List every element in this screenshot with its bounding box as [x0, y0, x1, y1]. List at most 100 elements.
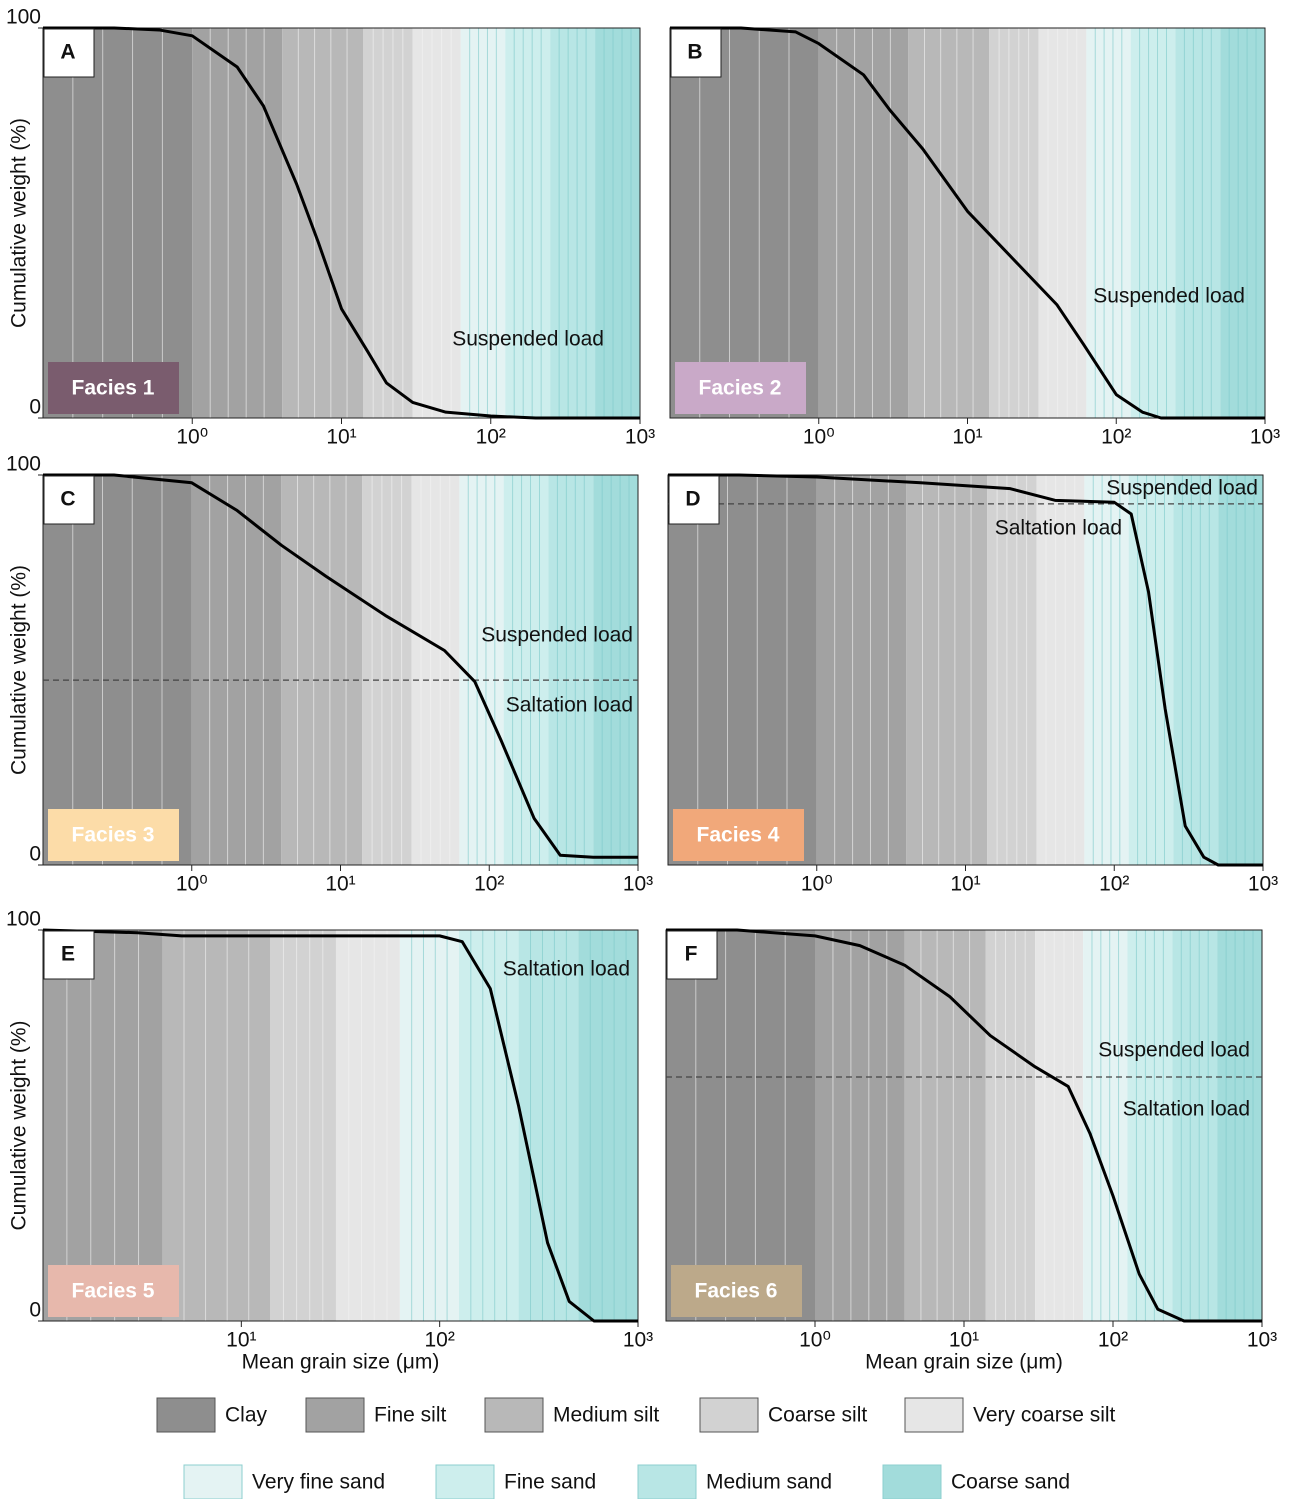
legend-swatch [305, 1397, 365, 1433]
x-tick-label: 10³ [1248, 873, 1278, 896]
grain-band [1172, 930, 1218, 1321]
panel-letter: A [60, 41, 75, 64]
x-tick-label: 10¹ [949, 1329, 979, 1352]
grain-band [818, 28, 909, 418]
x-tick-label: 10² [1098, 1329, 1128, 1352]
plot-frame [42, 929, 639, 1322]
grain-band [191, 475, 282, 865]
panel: 10¹ 10² 10³ 0 100 Cumulative weight (%) Mean g… [6, 908, 653, 1374]
x-tick-label: 10¹ [226, 1329, 256, 1352]
grain-band [1220, 28, 1265, 418]
legend-label: Coarse sand [951, 1471, 1070, 1494]
grain-band [908, 28, 990, 418]
facies-label: Facies 5 [72, 1280, 155, 1303]
panel: 10⁰ 10¹ 10² 10³ Mean grain size (μm) Suspende… [665, 928, 1277, 1374]
panel-letter-box [43, 930, 95, 980]
legend-label: Medium silt [553, 1404, 659, 1427]
grain-band [1036, 475, 1085, 865]
annotation: Saltation load [1123, 1098, 1250, 1121]
panel-letter-box [670, 28, 722, 78]
x-axis-label: Mean grain size (μm) [865, 1351, 1063, 1374]
y-tick-label: 100 [6, 908, 41, 931]
x-tick-label: 10⁰ [176, 426, 208, 449]
x-tick-label: 10² [474, 873, 504, 896]
grain-band [906, 475, 988, 865]
grain-band [503, 475, 549, 865]
grain-band [505, 28, 551, 418]
x-tick-label: 10² [424, 1329, 454, 1352]
grain-band [362, 475, 412, 865]
cumulative-curve [42, 928, 638, 1323]
grain-band [1084, 475, 1129, 865]
grain-band [1218, 475, 1263, 865]
legend-swatch [484, 1397, 544, 1433]
cumulative-curve [670, 26, 1265, 420]
grain-band [281, 475, 363, 865]
grain-band [987, 475, 1037, 865]
x-tick-label: 10¹ [325, 873, 355, 896]
y-axis-label: Cumulative weight (%) [8, 1020, 31, 1230]
grain-band [670, 28, 819, 418]
x-tick-label: 10¹ [952, 426, 982, 449]
grain-band [1175, 28, 1221, 418]
facies-box [675, 362, 806, 414]
grain-band [1217, 930, 1262, 1321]
annotation: Suspended load [1106, 477, 1258, 500]
grain-band [548, 475, 594, 865]
facies-box [673, 809, 804, 861]
grain-band [335, 930, 400, 1321]
bands [668, 475, 1263, 865]
grain-band [550, 28, 596, 418]
grain-band [1173, 475, 1219, 865]
panel-letter-box [666, 930, 718, 980]
grain-band [904, 930, 986, 1321]
x-tick-label: 10⁰ [803, 426, 835, 449]
grain-band [668, 475, 817, 865]
x-tick-label: 10⁰ [801, 873, 833, 896]
x-tick-label: 10¹ [950, 873, 980, 896]
annotation: Suspended load [481, 624, 633, 647]
legend-label: Very fine sand [252, 1471, 385, 1494]
x-tick-label: 10³ [625, 426, 655, 449]
y-tick-label: 100 [6, 453, 41, 476]
grain-band [666, 930, 815, 1321]
grain-band [411, 475, 460, 865]
bands [43, 930, 638, 1321]
grain-band [458, 930, 519, 1321]
facies-label: Facies 4 [697, 824, 780, 847]
grain-band [578, 930, 638, 1321]
grain-band [593, 475, 638, 865]
grain-band [43, 930, 163, 1321]
y-tick-label: 0 [29, 396, 41, 419]
legend-swatch [637, 1464, 697, 1499]
legend-swatch [435, 1464, 495, 1499]
facies-box [48, 1265, 179, 1317]
grain-band [1127, 930, 1173, 1321]
facies-box [671, 1265, 802, 1317]
x-tick-label: 10³ [1247, 1329, 1277, 1352]
grain-band [282, 28, 364, 418]
panel-letter: B [687, 41, 702, 64]
legend-swatch [183, 1464, 243, 1499]
bands [666, 930, 1262, 1321]
grain-band [985, 930, 1036, 1321]
grain-band [815, 930, 905, 1321]
grain-band [1086, 28, 1131, 418]
grain-band [43, 28, 193, 418]
grain-band [459, 475, 504, 865]
bands [670, 28, 1265, 418]
annotation: Saltation load [506, 694, 633, 717]
x-tick-label: 10² [476, 426, 506, 449]
grain-band [1038, 28, 1087, 418]
annotation: Suspended load [1098, 1039, 1250, 1062]
legend-label: Fine silt [374, 1404, 447, 1427]
x-tick-label: 10³ [1250, 426, 1280, 449]
legend-label: Medium sand [706, 1471, 832, 1494]
grain-band [1130, 28, 1176, 418]
y-tick-label: 0 [29, 843, 41, 866]
grain-band [1035, 930, 1084, 1321]
legend-swatch [699, 1397, 759, 1433]
x-tick-label: 10³ [623, 1329, 653, 1352]
grain-band [43, 475, 192, 865]
